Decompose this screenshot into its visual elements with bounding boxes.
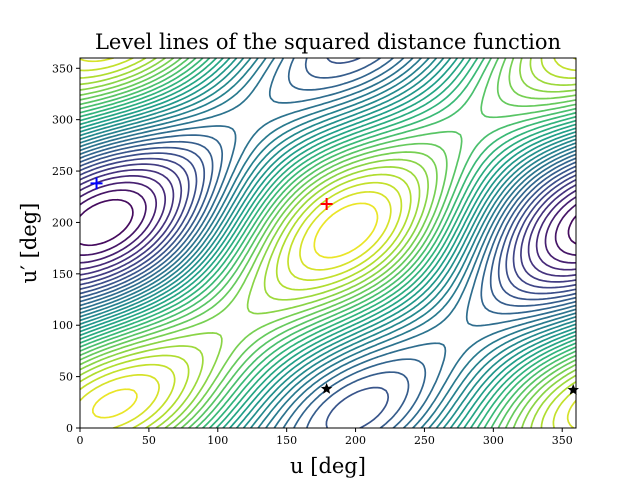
x-axis-label: u [deg] bbox=[290, 454, 366, 478]
contour-line bbox=[80, 58, 576, 428]
y-tick-label: 100 bbox=[52, 319, 73, 332]
x-tick-label: 250 bbox=[414, 434, 435, 447]
contour-line bbox=[80, 168, 576, 277]
contour-line bbox=[80, 175, 576, 271]
x-tick-label: 0 bbox=[77, 434, 84, 447]
y-axis: 0 50 100 150 200 250 300 350 bbox=[52, 62, 80, 435]
contour-line bbox=[80, 152, 576, 295]
contour-lines bbox=[80, 58, 576, 428]
contour-line bbox=[80, 58, 576, 428]
contour-line bbox=[80, 58, 576, 428]
plus-marker bbox=[90, 177, 103, 190]
x-tick-label: 150 bbox=[276, 434, 297, 447]
contour-line bbox=[80, 58, 576, 428]
x-tick-label: 100 bbox=[207, 434, 228, 447]
contour-line bbox=[80, 189, 576, 256]
x-tick-label: 200 bbox=[345, 434, 366, 447]
plot-frame bbox=[79, 57, 577, 429]
contour-line bbox=[80, 58, 576, 428]
contour-line bbox=[80, 163, 576, 283]
y-tick-label: 0 bbox=[66, 422, 73, 435]
y-tick-label: 200 bbox=[52, 216, 73, 229]
contour-line bbox=[80, 58, 576, 428]
chart-title: Level lines of the squared distance func… bbox=[95, 30, 561, 54]
y-tick-label: 250 bbox=[52, 165, 73, 178]
x-tick-label: 350 bbox=[552, 434, 573, 447]
plus-marker bbox=[320, 197, 333, 210]
star-marker bbox=[567, 384, 579, 395]
contour-line bbox=[80, 58, 576, 428]
x-tick-label: 50 bbox=[142, 434, 156, 447]
markers bbox=[90, 177, 579, 395]
x-tick-label: 300 bbox=[483, 434, 504, 447]
contour-line bbox=[80, 58, 576, 428]
y-tick-label: 300 bbox=[52, 114, 73, 127]
contour-line bbox=[80, 58, 576, 428]
contour-line bbox=[80, 58, 576, 428]
contour-line bbox=[80, 58, 576, 428]
contour-line bbox=[80, 58, 576, 428]
contour-line bbox=[80, 58, 576, 428]
y-axis-label: u′ [deg] bbox=[17, 203, 41, 284]
contour-line bbox=[80, 181, 576, 264]
y-tick-label: 50 bbox=[59, 371, 73, 384]
contour-line bbox=[80, 58, 576, 428]
x-axis: 0 50 100 150 200 250 300 350 bbox=[77, 428, 573, 447]
contour-line bbox=[80, 58, 576, 428]
contour-line bbox=[80, 58, 576, 428]
star-marker bbox=[320, 382, 333, 394]
contour-line bbox=[80, 58, 576, 428]
contour-line bbox=[80, 157, 576, 289]
contour-line bbox=[80, 58, 576, 428]
y-tick-label: 350 bbox=[52, 62, 73, 75]
y-tick-label: 150 bbox=[52, 268, 73, 281]
contour-line bbox=[80, 58, 576, 428]
contour-line bbox=[91, 202, 379, 419]
